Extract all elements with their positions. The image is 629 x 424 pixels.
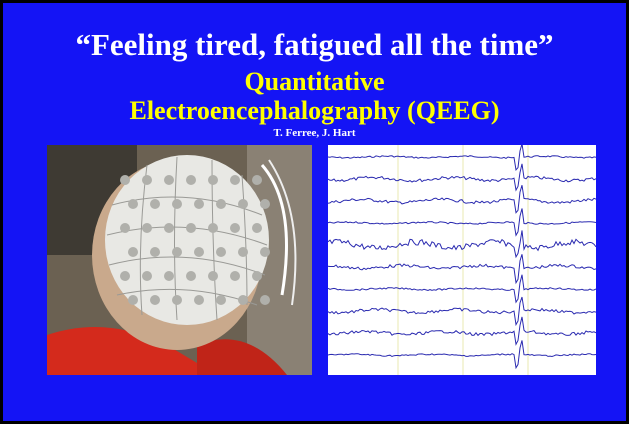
electrode (172, 199, 182, 209)
electrode (194, 295, 204, 305)
electrode (260, 295, 270, 305)
electrode (128, 247, 138, 257)
electrode (164, 175, 174, 185)
electrode (142, 271, 152, 281)
electrode (238, 295, 248, 305)
electrode (186, 175, 196, 185)
electrode (216, 199, 226, 209)
electrode (186, 223, 196, 233)
authors: T. Ferree, J. Hart (3, 127, 626, 139)
electrode (120, 271, 130, 281)
electrode (128, 199, 138, 209)
subtitle-line: Electroencephalography (QEEG) (3, 96, 626, 126)
electrode (164, 271, 174, 281)
electrode (238, 199, 248, 209)
electrode (194, 247, 204, 257)
subtitle-line: Quantitative (3, 67, 626, 97)
electrode (186, 271, 196, 281)
electrode (230, 175, 240, 185)
electrode (142, 223, 152, 233)
electrode (230, 271, 240, 281)
electrode (120, 175, 130, 185)
electrode (216, 247, 226, 257)
electrode (252, 271, 262, 281)
electrode (208, 223, 218, 233)
slide-title: “Feeling tired, fatigued all the time” (3, 27, 626, 63)
electrode (260, 247, 270, 257)
electrode (142, 175, 152, 185)
electrode (216, 295, 226, 305)
slide: “Feeling tired, fatigued all the time” Q… (0, 0, 629, 424)
electrode (150, 247, 160, 257)
electrode (150, 295, 160, 305)
electrode (194, 199, 204, 209)
electrode (208, 175, 218, 185)
electrode (172, 295, 182, 305)
eeg-trace-image (328, 145, 596, 375)
electrode (230, 223, 240, 233)
electrode (260, 199, 270, 209)
electrode (252, 175, 262, 185)
eeg-cap-photo (47, 145, 312, 375)
electrode (208, 271, 218, 281)
electrode (172, 247, 182, 257)
electrode (150, 199, 160, 209)
electrode (252, 223, 262, 233)
electrode (238, 247, 248, 257)
electrode (120, 223, 130, 233)
electrode (164, 223, 174, 233)
electrode (128, 295, 138, 305)
